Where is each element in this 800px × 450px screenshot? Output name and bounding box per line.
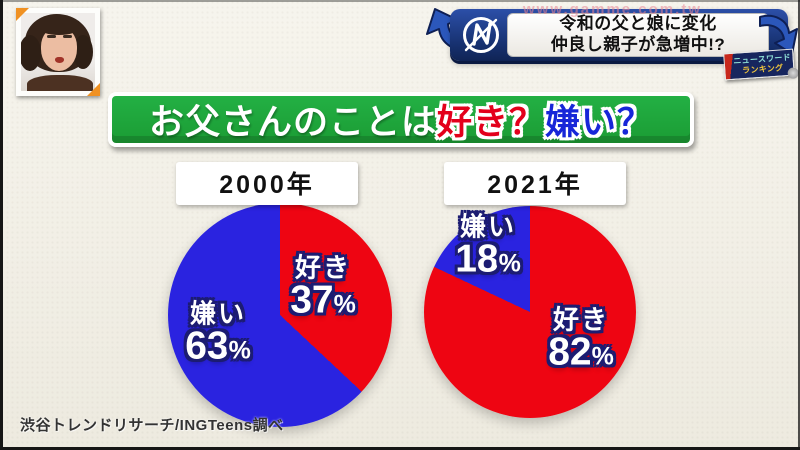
percent-sign: % bbox=[333, 290, 356, 319]
slice-name: 嫌い bbox=[459, 211, 516, 242]
shoulders-shape bbox=[27, 75, 93, 91]
slice-label-like-2000: 好き 37% bbox=[290, 255, 356, 320]
percent-sign: % bbox=[228, 336, 251, 365]
slice-value: 63 bbox=[185, 324, 229, 368]
headline-line1: 令和の父と娘に変化 bbox=[559, 14, 717, 34]
question-title-prefix: お父さんのことは bbox=[148, 103, 437, 142]
headline-textbox: 令和の父と娘に変化 仲良し親子が急増中!? bbox=[507, 13, 769, 57]
photo-corner-accent-icon bbox=[87, 83, 100, 96]
photo-corner-accent-icon bbox=[16, 8, 29, 21]
eye-shape bbox=[47, 35, 56, 38]
slice-value: 37 bbox=[290, 278, 334, 322]
pie-chart-2021 bbox=[424, 206, 636, 418]
slice-label-dislike-2021: 嫌い 18% bbox=[455, 214, 521, 279]
source-credit: 渋谷トレンドリサーチ/INGTeens調べ bbox=[20, 417, 284, 434]
slice-name: 好き bbox=[294, 252, 351, 283]
screen-edge bbox=[0, 0, 800, 2]
slice-name: 嫌い bbox=[189, 298, 246, 329]
ranking-badge: ニュースワード ランキング bbox=[723, 48, 795, 81]
eye-shape bbox=[63, 35, 72, 38]
percent-sign: % bbox=[498, 249, 521, 278]
question-title-like: 好き？ bbox=[436, 103, 545, 142]
mouth-shape bbox=[55, 57, 64, 63]
hair-shape bbox=[73, 35, 93, 69]
news-logo-icon bbox=[463, 17, 499, 53]
slice-label-dislike-2000: 嫌い 63% bbox=[185, 301, 251, 366]
headline-line2: 仲良し親子が急増中!? bbox=[550, 35, 726, 54]
slice-name: 好き bbox=[552, 304, 609, 335]
year-label-2000: 2000年 bbox=[176, 162, 358, 205]
slice-label-like-2021: 好き 82% bbox=[548, 307, 614, 372]
panelist-photo bbox=[16, 8, 100, 96]
screen-edge bbox=[0, 447, 800, 450]
slice-value: 82 bbox=[548, 330, 592, 374]
percent-sign: % bbox=[591, 342, 614, 371]
hair-shape bbox=[21, 35, 41, 71]
panelist-face bbox=[21, 13, 95, 91]
screen-edge bbox=[798, 0, 800, 450]
question-title-dislike: 嫌い？ bbox=[545, 103, 654, 142]
year-label-2021: 2021年 bbox=[444, 162, 626, 205]
question-title: お父さんのことは 好き？ 嫌い？ bbox=[108, 92, 694, 147]
hair-shape bbox=[39, 21, 79, 35]
ranking-badge-line2: ランキング bbox=[741, 62, 784, 75]
watermark: www.gamme.com.tw bbox=[523, 1, 702, 18]
pie-chart-2000 bbox=[168, 203, 392, 427]
screen-edge bbox=[0, 0, 3, 450]
slice-value: 18 bbox=[455, 237, 499, 281]
